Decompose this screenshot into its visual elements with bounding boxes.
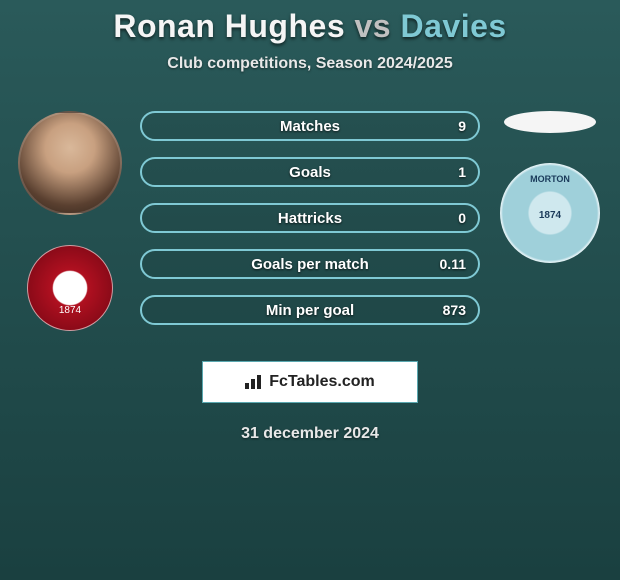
date-label: 31 december 2024 xyxy=(0,425,620,443)
stat-row-matches: Matches 9 xyxy=(140,111,480,141)
stat-value-right: 0 xyxy=(458,210,466,226)
player1-avatar xyxy=(18,111,122,215)
comparison-card: Ronan Hughes vs Davies Club competitions… xyxy=(0,0,620,443)
stat-label: Goals per match xyxy=(251,256,369,273)
comparison-title: Ronan Hughes vs Davies xyxy=(0,8,620,45)
right-column xyxy=(498,111,602,263)
vs-label: vs xyxy=(355,8,392,44)
player2-avatar xyxy=(504,111,596,133)
player2-club-badge xyxy=(500,163,600,263)
stat-row-min-per-goal: Min per goal 873 xyxy=(140,295,480,325)
player1-name: Ronan Hughes xyxy=(113,8,345,44)
branding-text: FcTables.com xyxy=(269,373,375,391)
stats-column: Matches 9 Goals 1 Hattricks 0 Goals per … xyxy=(140,111,480,325)
stat-row-hattricks: Hattricks 0 xyxy=(140,203,480,233)
stat-label: Min per goal xyxy=(266,302,354,319)
chart-icon xyxy=(245,375,263,389)
stat-value-right: 1 xyxy=(458,164,466,180)
stat-value-right: 9 xyxy=(458,118,466,134)
stat-label: Matches xyxy=(280,118,340,135)
subtitle: Club competitions, Season 2024/2025 xyxy=(0,55,620,73)
player1-club-badge xyxy=(27,245,113,331)
stat-label: Hattricks xyxy=(278,210,342,227)
branding-box[interactable]: FcTables.com xyxy=(202,361,418,403)
stat-row-goals: Goals 1 xyxy=(140,157,480,187)
left-column xyxy=(18,111,122,331)
stat-value-right: 0.11 xyxy=(440,256,466,272)
stat-label: Goals xyxy=(289,164,331,181)
stat-value-right: 873 xyxy=(443,302,466,318)
stat-row-goals-per-match: Goals per match 0.11 xyxy=(140,249,480,279)
main-row: Matches 9 Goals 1 Hattricks 0 Goals per … xyxy=(0,111,620,331)
player2-name: Davies xyxy=(400,8,506,44)
